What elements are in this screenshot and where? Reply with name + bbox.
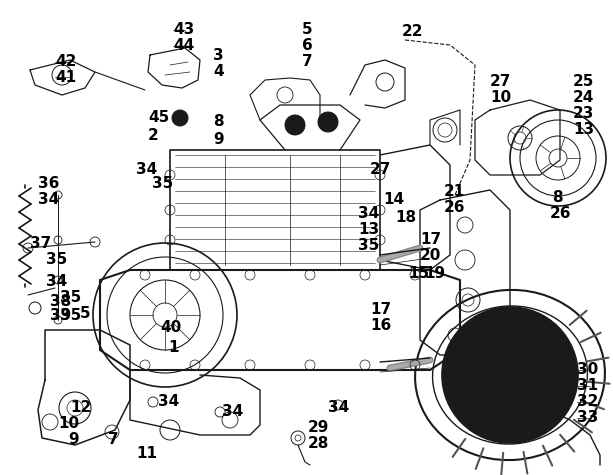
Text: 10: 10 <box>490 91 511 105</box>
Text: 17: 17 <box>370 303 391 317</box>
Text: 35: 35 <box>152 177 173 191</box>
Text: 42: 42 <box>55 55 77 69</box>
Text: 44: 44 <box>173 38 194 54</box>
Text: 31: 31 <box>577 379 598 393</box>
Text: 9: 9 <box>213 132 224 146</box>
Text: 9: 9 <box>68 433 78 447</box>
Text: 26: 26 <box>444 200 465 216</box>
Text: 33: 33 <box>577 410 598 426</box>
Circle shape <box>285 115 305 135</box>
Text: 5: 5 <box>80 306 91 322</box>
Text: 34: 34 <box>358 207 379 221</box>
Text: 14: 14 <box>383 192 404 208</box>
Text: 45: 45 <box>148 111 169 125</box>
Text: 27: 27 <box>490 75 511 89</box>
Text: 23: 23 <box>573 106 595 122</box>
Text: 34: 34 <box>328 400 349 416</box>
Text: 43: 43 <box>173 22 194 38</box>
Text: 13: 13 <box>358 222 379 238</box>
Text: 11: 11 <box>136 446 157 462</box>
Circle shape <box>442 307 578 443</box>
Text: 1: 1 <box>168 341 178 355</box>
Text: 35: 35 <box>358 238 379 254</box>
Text: 8: 8 <box>552 190 563 206</box>
Text: 38: 38 <box>50 294 71 310</box>
Text: 41: 41 <box>55 69 76 85</box>
Text: 32: 32 <box>577 395 598 409</box>
Text: 35: 35 <box>46 253 67 267</box>
Text: 39: 39 <box>50 308 71 323</box>
Text: 29: 29 <box>308 420 329 436</box>
Text: 40: 40 <box>160 321 181 335</box>
Text: 35: 35 <box>60 291 82 305</box>
Text: 28: 28 <box>308 437 329 452</box>
Text: 16: 16 <box>370 319 391 333</box>
Text: 25: 25 <box>573 75 595 89</box>
Text: 3: 3 <box>213 48 224 63</box>
Text: 17: 17 <box>420 232 441 247</box>
Text: 2: 2 <box>148 127 159 142</box>
Text: 10: 10 <box>58 417 79 431</box>
Text: 34: 34 <box>136 162 158 178</box>
Text: 34: 34 <box>46 275 67 289</box>
Text: 37: 37 <box>30 237 51 251</box>
Text: 21: 21 <box>444 184 465 200</box>
Text: 12: 12 <box>70 400 91 416</box>
Text: 27: 27 <box>370 162 391 178</box>
Text: 22: 22 <box>402 25 424 39</box>
Text: 30: 30 <box>577 362 598 378</box>
Text: 36: 36 <box>38 177 59 191</box>
Text: 5: 5 <box>302 22 313 38</box>
Text: 35: 35 <box>60 308 82 323</box>
Text: 26: 26 <box>550 207 571 221</box>
Text: 6: 6 <box>302 38 313 54</box>
Text: 24: 24 <box>573 91 595 105</box>
Text: 34: 34 <box>222 405 243 419</box>
Text: 34: 34 <box>158 395 179 409</box>
Text: 19: 19 <box>424 266 445 282</box>
Text: 4: 4 <box>213 65 224 79</box>
Text: 13: 13 <box>573 123 594 137</box>
Circle shape <box>172 110 188 126</box>
Text: 15: 15 <box>408 266 429 282</box>
Text: 18: 18 <box>395 210 416 226</box>
Text: 34: 34 <box>38 192 59 208</box>
Text: 8: 8 <box>213 114 224 130</box>
Text: 7: 7 <box>302 55 313 69</box>
Text: 20: 20 <box>420 248 441 264</box>
Circle shape <box>318 112 338 132</box>
Text: 7: 7 <box>108 433 119 447</box>
